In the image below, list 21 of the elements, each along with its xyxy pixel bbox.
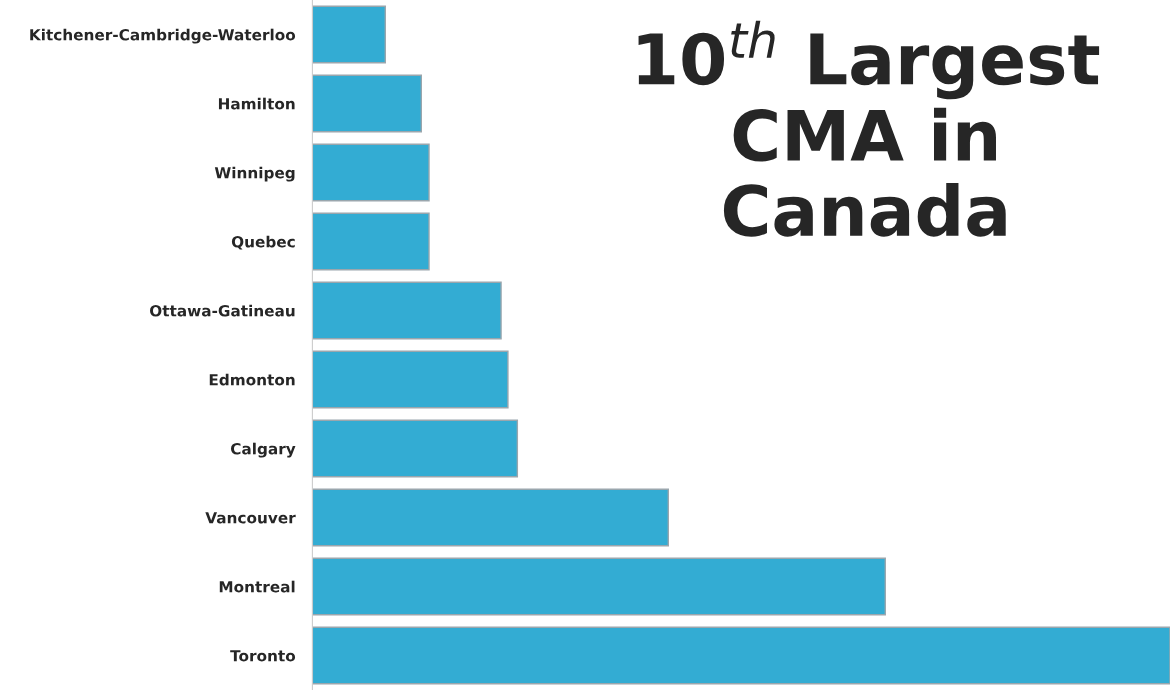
bar — [312, 281, 502, 340]
bar — [312, 5, 386, 64]
text: 10$^{th}$ Largest CMA in Canada — [638, 20, 1100, 237]
y-tick-label: Winnipeg — [214, 166, 295, 182]
y-tick-label: Calgary — [230, 442, 296, 458]
y-tick-label: Quebec — [231, 235, 295, 250]
y-tick-label: Vancouver — [205, 512, 296, 524]
y-tick-label: Hamilton — [218, 97, 295, 110]
bar — [312, 143, 430, 202]
bar — [312, 557, 886, 616]
y-tick-label: Toronto — [230, 650, 296, 662]
bar — [312, 212, 430, 271]
bar — [312, 350, 509, 409]
y-tick-label: Ottawa-Gatineau — [150, 304, 295, 317]
bar — [312, 74, 423, 133]
y-tick-label: Kitchener-Cambridge-Waterloo — [30, 28, 296, 44]
bar — [312, 626, 1170, 685]
bar — [312, 419, 519, 478]
y-tick-label: Montreal — [219, 580, 295, 593]
y-tick-label: Edmonton — [209, 373, 295, 386]
bar — [312, 488, 669, 547]
